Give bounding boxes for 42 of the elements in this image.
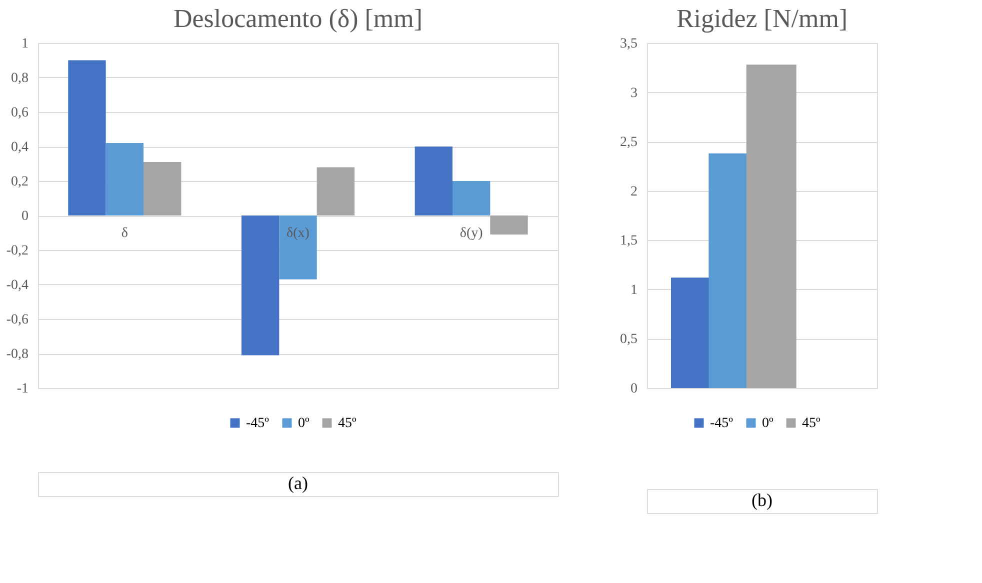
bar [279, 216, 317, 280]
x-tick-label: δ [121, 226, 128, 241]
x-tick-label: δ(y) [460, 226, 484, 241]
bar [414, 146, 452, 216]
y-tick-label: -0,6 [6, 312, 28, 328]
legend-label: 45º [802, 416, 821, 431]
bar [316, 167, 355, 216]
text: (a) [288, 473, 308, 493]
y-tick-label: 0,8 [11, 71, 28, 86]
bar [746, 64, 796, 388]
bar [241, 216, 280, 356]
text: (b) [752, 490, 772, 510]
legend-label: 0º [298, 416, 310, 431]
y-tick-label: -0,4 [6, 278, 28, 293]
y-tick-label: 1 [630, 282, 638, 298]
x-tick-label: δ(x) [286, 226, 310, 241]
bar [490, 216, 528, 234]
y-tick-label: 0,5 [620, 332, 638, 348]
y-tick-label: 1,5 [620, 234, 638, 249]
y-tick-label: 2 [630, 184, 638, 200]
y-tick-label: -0,2 [6, 244, 28, 258]
y-tick-label: -1 [16, 382, 28, 396]
legend-label: -45º [246, 416, 270, 431]
legend-label: 0º [762, 416, 774, 431]
bar [106, 143, 144, 216]
y-tick-label: 0 [630, 382, 638, 396]
y-tick-label: 0,4 [11, 140, 28, 155]
y-tick-label: 3,5 [620, 36, 638, 52]
legend-label: 45º [338, 416, 357, 431]
y-tick-label: -0,8 [6, 347, 28, 362]
y-tick-label: 3 [630, 86, 638, 101]
y-tick-label: 0 [22, 209, 28, 224]
chart-title: Deslocamento (δ) [mm] [173, 4, 423, 33]
bar [144, 162, 182, 216]
y-tick-label: 0,6 [11, 106, 28, 120]
y-tick-label: 0,2 [11, 174, 28, 190]
y-tick-label: 2,5 [620, 135, 638, 150]
chart-title: Rigidez [N/mm] [676, 4, 848, 33]
y-tick-label: 1 [22, 36, 28, 52]
legend-label: -45º [710, 416, 734, 431]
bar [68, 60, 106, 216]
bar [452, 181, 490, 216]
